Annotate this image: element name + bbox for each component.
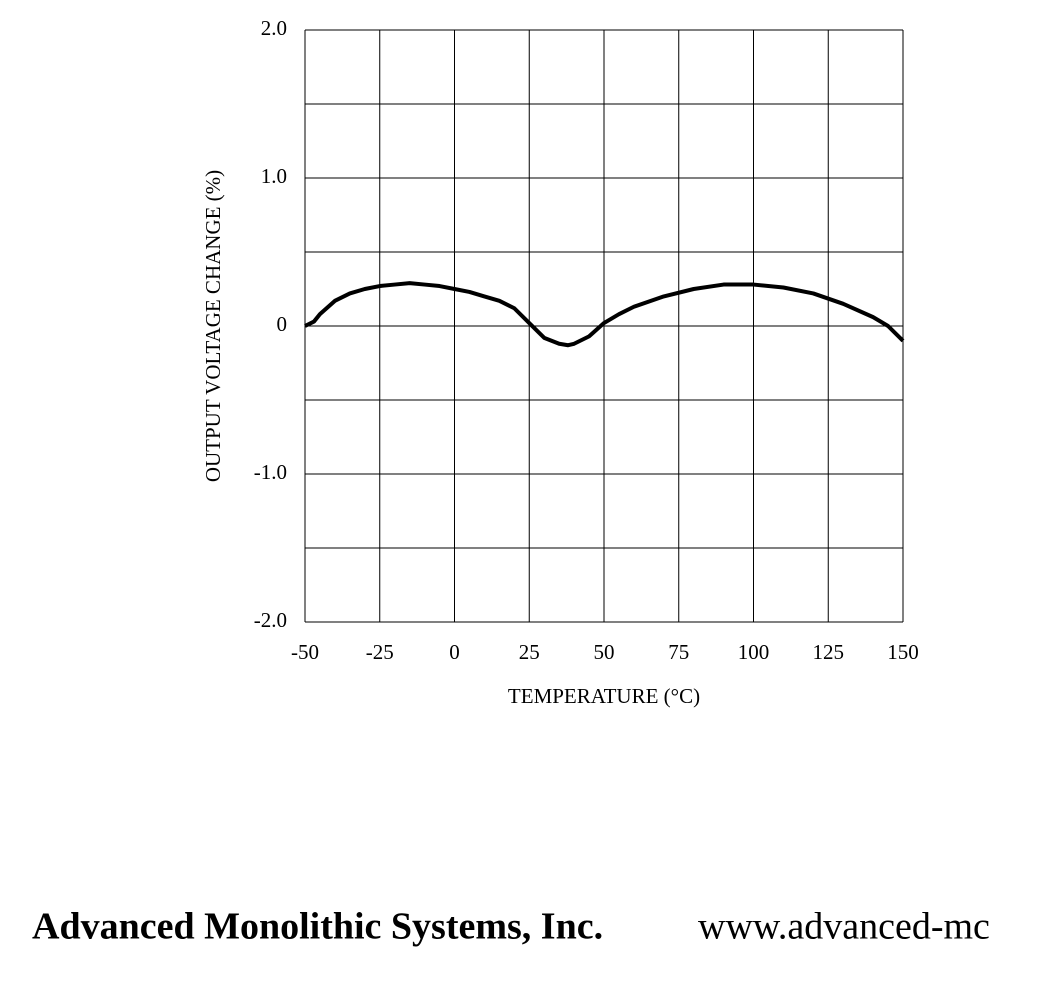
data-line [304, 281, 905, 348]
x-tick-label: 100 [738, 640, 770, 664]
x-tick-label: -50 [291, 640, 319, 664]
y-tick-label: 2.0 [261, 16, 287, 40]
company-name: Advanced Monolithic Systems, Inc. [32, 906, 603, 948]
x-tick-label: 0 [449, 640, 460, 664]
x-tick-label: 50 [594, 640, 615, 664]
y-tick-label: 1.0 [261, 164, 287, 188]
x-axis-title: TEMPERATURE (°C) [508, 684, 700, 708]
x-tick-label: -25 [366, 640, 394, 664]
y-tick-label: -2.0 [254, 608, 287, 632]
y-axis-title: OUTPUT VOLTAGE CHANGE (%) [201, 170, 225, 482]
website: www.advanced-mc [698, 906, 990, 948]
y-tick-label: 0 [277, 312, 288, 336]
x-tick-label: 150 [887, 640, 919, 664]
y-tick-label: -1.0 [254, 460, 287, 484]
x-tick-label: 25 [519, 640, 540, 664]
x-tick-label: 75 [668, 640, 689, 664]
x-tick-label: 125 [813, 640, 845, 664]
